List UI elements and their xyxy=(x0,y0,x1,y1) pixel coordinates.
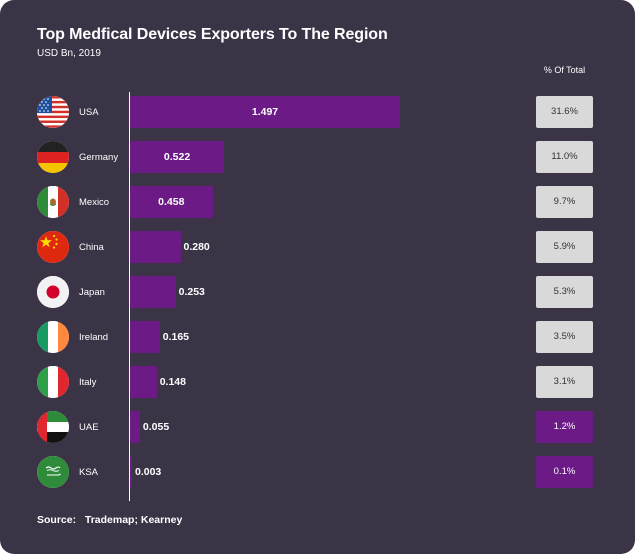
value-label: 0.003 xyxy=(135,466,162,478)
percent-label: 3.5% xyxy=(536,321,593,353)
value-label: 0.280 xyxy=(183,241,210,253)
row-japan: Japan 0.253 5.3% xyxy=(0,270,635,315)
chart-subtitle: USD Bn, 2019 xyxy=(37,48,101,59)
row-usa: USA 1.497 31.6% xyxy=(0,90,635,135)
bar-italy xyxy=(130,366,157,398)
value-label: 1.497 xyxy=(251,106,279,118)
germany-flag-icon xyxy=(37,141,69,173)
percent-label: 11.0% xyxy=(536,141,593,173)
value-label: 0.458 xyxy=(158,196,185,208)
percent-label: 0.1% xyxy=(536,456,593,488)
source-note: Source: Trademap; Kearney xyxy=(37,514,182,526)
china-flag-icon xyxy=(37,231,69,263)
value-label: 0.165 xyxy=(162,331,190,343)
category-label: Italy xyxy=(79,377,97,388)
percent-label: 5.9% xyxy=(536,231,593,263)
row-uae: UAE 0.055 1.2% xyxy=(0,405,635,450)
uae-flag-icon xyxy=(37,411,69,443)
category-label: China xyxy=(79,242,104,253)
japan-flag-icon xyxy=(37,276,69,308)
row-ireland: Ireland 0.165 3.5% xyxy=(0,315,635,360)
value-label: 0.055 xyxy=(142,421,170,433)
italy-flag-icon xyxy=(37,366,69,398)
percent-label: 9.7% xyxy=(536,186,593,218)
category-label: UAE xyxy=(79,422,99,433)
row-ksa: KSA 0.003 0.1% xyxy=(0,450,635,495)
bar-germany xyxy=(130,141,225,173)
ksa-flag-icon xyxy=(37,456,69,488)
bar-ireland xyxy=(130,321,160,353)
percent-label: 3.1% xyxy=(536,366,593,398)
category-label: Germany xyxy=(79,152,119,163)
percent-column-header: % Of Total xyxy=(543,65,586,75)
row-china: China 0.280 5.9% xyxy=(0,225,635,270)
category-label: Mexico xyxy=(79,197,110,208)
source-text: Trademap; Kearney xyxy=(84,514,183,526)
percent-label: 31.6% xyxy=(536,96,593,128)
bar-usa xyxy=(130,96,400,128)
percent-label: 5.3% xyxy=(536,276,593,308)
bar-japan xyxy=(130,276,176,308)
usa-flag-icon xyxy=(37,96,69,128)
bar-china xyxy=(130,231,181,263)
bar-uae xyxy=(130,411,140,443)
y-axis-line xyxy=(129,92,130,501)
category-label: KSA xyxy=(79,467,99,478)
ireland-flag-icon xyxy=(37,321,69,353)
row-germany: Germany 0.522 11.0% xyxy=(0,135,635,180)
mexico-flag-icon xyxy=(37,186,69,218)
value-label: 0.253 xyxy=(178,286,205,298)
row-italy: Italy 0.148 3.1% xyxy=(0,360,635,405)
category-label: USA xyxy=(79,107,99,118)
row-mexico: Mexico 0.458 9.7% xyxy=(0,180,635,225)
category-label: Ireland xyxy=(79,332,109,343)
percent-label: 1.2% xyxy=(536,411,593,443)
category-label: Japan xyxy=(79,287,105,298)
source-label: Source: xyxy=(37,514,77,526)
value-label: 0.148 xyxy=(159,376,186,388)
bar-mexico xyxy=(130,186,213,218)
value-label: 0.522 xyxy=(163,151,191,163)
chart-title: Top Medfical Devices Exporters To The Re… xyxy=(37,26,388,43)
bar-ksa xyxy=(130,456,132,488)
